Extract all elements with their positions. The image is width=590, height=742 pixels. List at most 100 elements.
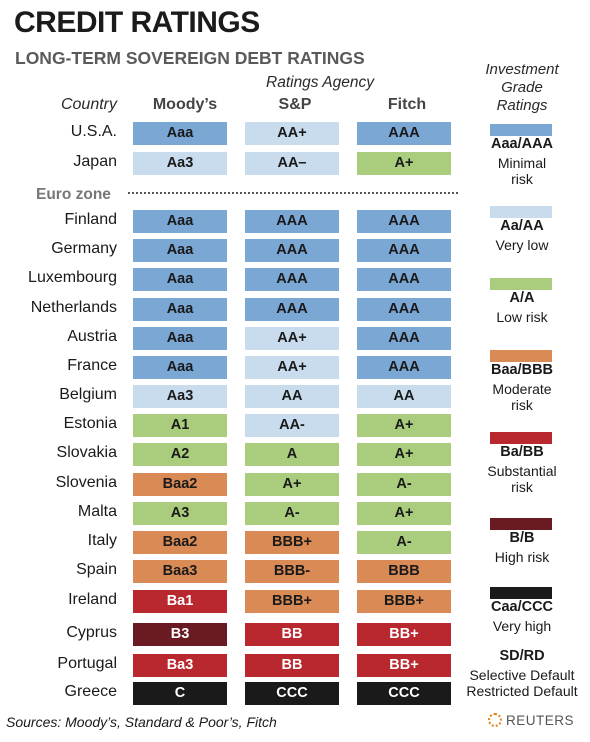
country-label: France	[67, 357, 117, 374]
rating-cell-moodys: Ba1	[133, 590, 227, 613]
country-label: Luxembourg	[28, 269, 117, 286]
chart-title: CREDIT RATINGS	[14, 6, 260, 39]
rating-cell-sp: AA	[245, 385, 339, 408]
rating-cell-moodys: A1	[133, 414, 227, 437]
country-label: Estonia	[63, 415, 117, 432]
rating-cell-fitch: AAA	[357, 356, 451, 379]
rating-cell-moodys: Aaa	[133, 356, 227, 379]
column-header-sp: S&P	[278, 96, 312, 113]
rating-cell-sp: A-	[245, 502, 339, 525]
legend-swatch	[490, 206, 552, 218]
rating-cell-fitch: A-	[357, 473, 451, 496]
rating-cell-moodys: Baa2	[133, 473, 227, 496]
legend-code: Ba/BB	[500, 444, 544, 460]
rating-cell-moodys: Aaa	[133, 122, 227, 145]
legend-title-line: Investment	[485, 61, 559, 78]
rating-cell-fitch: BB+	[357, 654, 451, 677]
reuters-credit: REUTERS	[488, 713, 574, 728]
country-label: Austria	[67, 328, 117, 345]
rating-cell-sp: BBB-	[245, 560, 339, 583]
rating-cell-moodys: Aa3	[133, 385, 227, 408]
rating-cell-fitch: AAA	[357, 298, 451, 321]
rating-cell-fitch: AA	[357, 385, 451, 408]
reuters-wordmark: REUTERS	[506, 713, 575, 728]
legend-description: High risk	[494, 549, 550, 565]
sources-note: Sources: Moody’s, Standard & Poor’s, Fit…	[6, 714, 277, 730]
column-header-moodys: Moody’s	[152, 96, 218, 113]
rating-cell-fitch: AAA	[357, 268, 451, 291]
rating-cell-sp: BBB+	[245, 531, 339, 554]
rating-cell-fitch: A-	[357, 531, 451, 554]
legend-description: Very low	[495, 237, 549, 253]
legend-description: Selective Default	[469, 667, 575, 683]
legend-code: Aa/AA	[500, 218, 544, 234]
rating-cell-fitch: AAA	[357, 122, 451, 145]
country-label: Netherlands	[30, 299, 117, 316]
rating-cell-fitch: AAA	[357, 210, 451, 233]
rating-cell-fitch: A+	[357, 414, 451, 437]
rating-cell-fitch: CCC	[357, 682, 451, 705]
rating-cell-fitch: A+	[357, 152, 451, 175]
rating-cell-sp: AA+	[245, 327, 339, 350]
legend-description: Restricted Default	[466, 683, 578, 699]
rating-cell-moodys: Aaa	[133, 327, 227, 350]
rating-cell-moodys: A2	[133, 443, 227, 466]
country-label: Germany	[51, 240, 117, 257]
legend-swatch	[490, 278, 552, 290]
legend-description: risk	[511, 397, 533, 413]
rating-cell-sp: AA-	[245, 414, 339, 437]
rating-cell-moodys: B3	[133, 623, 227, 646]
rating-cell-moodys: A3	[133, 502, 227, 525]
country-label: Slovakia	[56, 444, 117, 461]
reuters-logo-icon	[488, 713, 502, 727]
rating-cell-sp: AA–	[245, 152, 339, 175]
country-label: Malta	[77, 503, 117, 520]
agency-header: Ratings Agency	[266, 74, 374, 91]
rating-cell-moodys: Baa2	[133, 531, 227, 554]
rating-cell-sp: A	[245, 443, 339, 466]
legend-code: SD/RD	[499, 648, 545, 664]
country-label: Japan	[73, 153, 117, 170]
legend-title: Investment Grade Ratings	[467, 61, 577, 115]
legend-code: A/A	[509, 290, 535, 306]
legend-code: Caa/CCC	[490, 599, 554, 615]
rating-cell-sp: BB	[245, 654, 339, 677]
legend-description: Substantial	[487, 463, 557, 479]
legend-code: Aaa/AAA	[490, 136, 554, 152]
eurozone-divider	[128, 192, 458, 194]
rating-cell-fitch: BBB+	[357, 590, 451, 613]
rating-cell-moodys: Aa3	[133, 152, 227, 175]
legend-description: Moderate	[492, 381, 552, 397]
rating-cell-fitch: BB+	[357, 623, 451, 646]
legend-description: Minimal	[497, 155, 547, 171]
legend-swatch	[490, 350, 552, 362]
rating-cell-fitch: AAA	[357, 327, 451, 350]
rating-cell-fitch: A+	[357, 443, 451, 466]
rating-cell-sp: AA+	[245, 356, 339, 379]
rating-cell-moodys: C	[133, 682, 227, 705]
rating-cell-sp: AA+	[245, 122, 339, 145]
country-label: Spain	[76, 561, 117, 578]
eurozone-label: Euro zone	[36, 186, 111, 203]
country-label: Greece	[64, 683, 117, 700]
legend-description: risk	[511, 479, 533, 495]
rating-cell-moodys: Baa3	[133, 560, 227, 583]
rating-cell-moodys: Aaa	[133, 298, 227, 321]
rating-cell-sp: BBB+	[245, 590, 339, 613]
rating-cell-sp: CCC	[245, 682, 339, 705]
legend-description: Very high	[492, 618, 552, 634]
rating-cell-fitch: BBB	[357, 560, 451, 583]
rating-cell-moodys: Aaa	[133, 239, 227, 262]
rating-cell-moodys: Aaa	[133, 268, 227, 291]
country-label: Cyprus	[66, 624, 117, 641]
legend-swatch	[490, 518, 552, 530]
legend-description: risk	[511, 171, 533, 187]
legend-title-line: Ratings	[496, 97, 548, 114]
rating-cell-sp: BB	[245, 623, 339, 646]
country-column-header: Country	[60, 96, 117, 113]
rating-cell-moodys: Aaa	[133, 210, 227, 233]
country-label: Belgium	[59, 386, 117, 403]
legend-title-line: Grade	[501, 79, 543, 96]
legend-swatch	[490, 587, 552, 599]
rating-cell-sp: AAA	[245, 268, 339, 291]
